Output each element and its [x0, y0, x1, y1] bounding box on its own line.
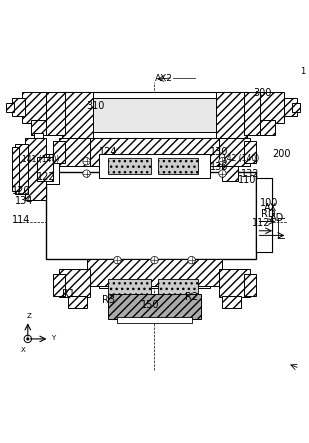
- Bar: [34, 154, 59, 184]
- Text: 141 (140): 141 (140): [22, 155, 59, 164]
- Text: 300: 300: [253, 88, 272, 98]
- Bar: [158, 158, 198, 174]
- Text: R1: R1: [62, 289, 75, 299]
- Text: 1: 1: [300, 67, 305, 76]
- Bar: [22, 92, 46, 123]
- Text: R3: R3: [102, 295, 115, 305]
- Text: 120: 120: [12, 186, 31, 196]
- Text: 114: 114: [12, 215, 31, 225]
- Bar: [46, 92, 65, 135]
- Bar: [219, 138, 250, 166]
- Circle shape: [83, 170, 90, 177]
- Text: 134: 134: [15, 196, 34, 206]
- Bar: [260, 92, 284, 123]
- Circle shape: [83, 158, 90, 165]
- Bar: [99, 260, 210, 288]
- Bar: [46, 172, 256, 259]
- Bar: [284, 98, 297, 117]
- Text: 100: 100: [260, 198, 278, 208]
- Circle shape: [219, 170, 226, 177]
- Bar: [219, 269, 250, 297]
- Text: AX: AX: [264, 202, 277, 213]
- Bar: [244, 274, 256, 295]
- Bar: [59, 138, 90, 166]
- Bar: [59, 269, 90, 297]
- Text: Z: Z: [27, 313, 32, 319]
- Bar: [244, 141, 256, 163]
- Bar: [87, 259, 222, 286]
- Bar: [6, 102, 14, 112]
- Bar: [31, 120, 46, 135]
- Bar: [93, 98, 216, 132]
- Bar: [68, 295, 87, 308]
- Bar: [62, 92, 93, 138]
- Text: 200: 200: [272, 148, 290, 159]
- Bar: [260, 120, 275, 135]
- Text: 112: 112: [252, 218, 270, 228]
- Text: AX2: AX2: [154, 74, 172, 83]
- Text: 136: 136: [210, 163, 228, 172]
- Bar: [34, 133, 43, 141]
- Text: 132: 132: [241, 169, 260, 179]
- Text: RD: RD: [261, 209, 276, 219]
- Bar: [222, 295, 241, 308]
- Circle shape: [27, 338, 29, 340]
- Bar: [108, 158, 151, 174]
- Bar: [216, 92, 247, 138]
- Bar: [222, 154, 238, 181]
- Bar: [15, 144, 28, 194]
- Text: 142 (140): 142 (140): [222, 154, 260, 163]
- Circle shape: [219, 158, 226, 165]
- Text: X: X: [21, 346, 26, 353]
- Bar: [12, 148, 19, 190]
- Text: 150: 150: [141, 300, 159, 310]
- Bar: [37, 157, 53, 181]
- Bar: [53, 274, 65, 295]
- Bar: [244, 92, 263, 135]
- Bar: [87, 138, 222, 166]
- Text: 110: 110: [238, 175, 256, 185]
- Bar: [256, 178, 272, 253]
- Bar: [117, 317, 192, 323]
- Text: 130: 130: [210, 147, 228, 157]
- Bar: [108, 279, 151, 294]
- Circle shape: [188, 256, 195, 264]
- Bar: [158, 279, 198, 294]
- Text: 122: 122: [37, 172, 56, 182]
- Circle shape: [151, 256, 158, 264]
- Bar: [12, 98, 25, 117]
- Text: 124: 124: [99, 147, 117, 157]
- Circle shape: [114, 256, 121, 264]
- Bar: [25, 138, 46, 200]
- Bar: [62, 92, 247, 138]
- Bar: [53, 141, 65, 163]
- Bar: [99, 154, 210, 178]
- Text: R2: R2: [185, 292, 198, 302]
- Text: 310: 310: [87, 101, 105, 111]
- Bar: [108, 294, 201, 319]
- Bar: [292, 102, 300, 112]
- Text: AD: AD: [270, 214, 285, 223]
- Text: Y: Y: [51, 335, 55, 341]
